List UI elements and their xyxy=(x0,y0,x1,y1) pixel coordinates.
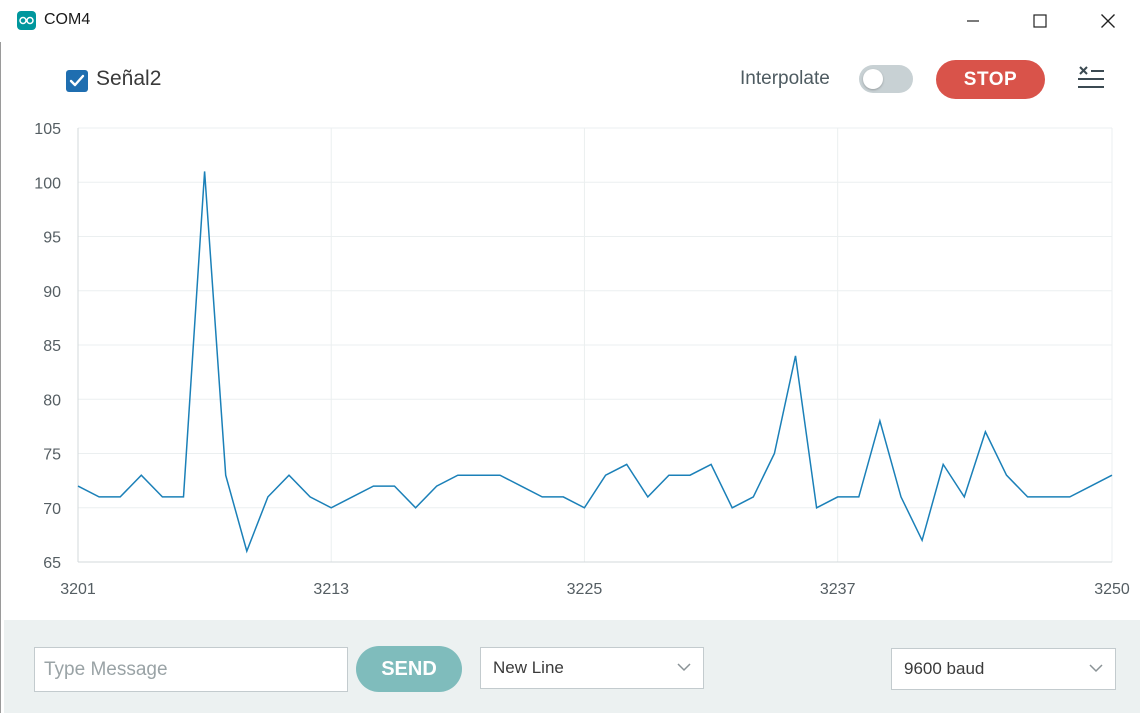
x-tick-label: 3225 xyxy=(567,581,603,598)
line-ending-select[interactable]: New Line xyxy=(480,647,704,689)
y-tick-label: 105 xyxy=(34,121,61,138)
y-tick-label: 80 xyxy=(43,392,61,409)
clear-list-icon xyxy=(1078,66,1104,88)
close-icon xyxy=(1101,14,1115,28)
x-tick-label: 3250 xyxy=(1094,581,1130,598)
x-tick-label: 3213 xyxy=(313,581,349,598)
message-input[interactable] xyxy=(34,647,348,692)
line-ending-value: New Line xyxy=(493,658,564,677)
interpolate-toggle[interactable] xyxy=(859,65,913,93)
y-tick-label: 70 xyxy=(43,501,61,518)
chevron-down-icon xyxy=(1089,664,1103,673)
y-tick-label: 90 xyxy=(43,284,61,301)
y-tick-label: 75 xyxy=(43,447,61,464)
y-tick-label: 100 xyxy=(34,175,61,192)
arduino-icon xyxy=(17,11,36,30)
x-tick-label: 3201 xyxy=(60,581,96,598)
y-tick-label: 65 xyxy=(43,555,61,572)
maximize-button[interactable] xyxy=(1017,0,1063,42)
stop-button[interactable]: STOP xyxy=(936,60,1045,99)
checkmark-icon xyxy=(69,74,85,87)
send-button[interactable]: SEND xyxy=(356,646,462,692)
clear-output-button[interactable] xyxy=(1075,64,1107,94)
window-title: COM4 xyxy=(44,11,91,28)
minimize-icon xyxy=(967,20,979,22)
maximize-icon xyxy=(1033,14,1047,28)
minimize-button[interactable] xyxy=(950,0,996,42)
interpolate-label: Interpolate xyxy=(740,68,830,89)
baud-rate-value: 9600 baud xyxy=(904,659,985,678)
toggle-knob xyxy=(863,69,883,89)
serial-plot: 65 70 75 80 85 90 95 100 105 3201 3213 3225 3237 3250 xyxy=(34,121,1130,598)
chevron-down-icon xyxy=(677,663,691,672)
y-tick-label: 95 xyxy=(43,230,61,247)
y-tick-label: 85 xyxy=(43,338,61,355)
x-tick-label: 3237 xyxy=(820,581,856,598)
series-line xyxy=(77,171,1113,554)
baud-rate-select[interactable]: 9600 baud xyxy=(891,648,1116,690)
title-bar: COM4 xyxy=(0,0,1140,42)
series-checkbox[interactable] xyxy=(66,70,88,92)
close-button[interactable] xyxy=(1085,0,1131,42)
series-label: Señal2 xyxy=(96,67,162,90)
